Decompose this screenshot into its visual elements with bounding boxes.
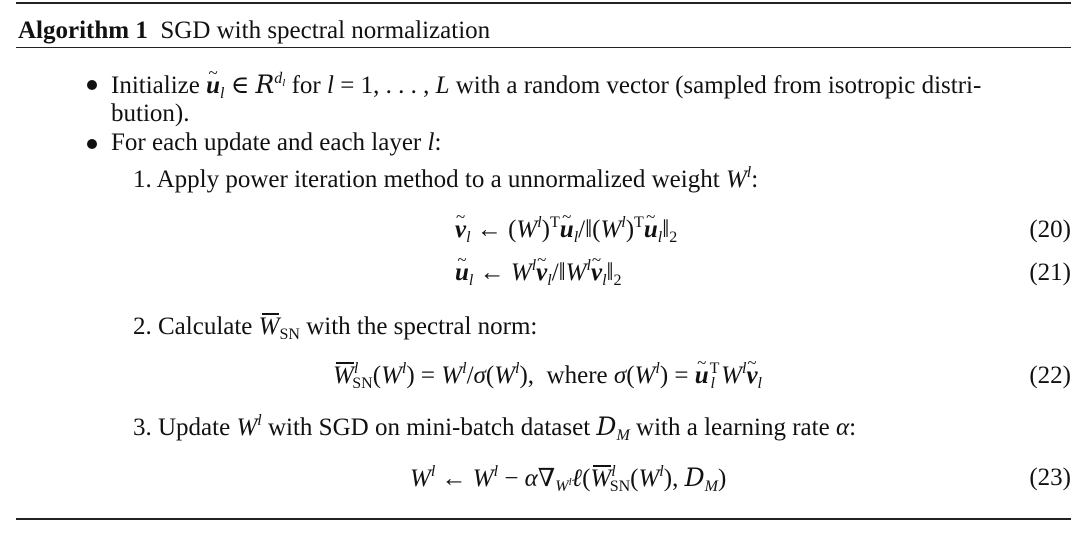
equation-number-23: (23): [1029, 464, 1071, 491]
algorithm-title: SGD with spectral normalization: [160, 17, 491, 44]
step-2: 2. Calculate WSN with the spectral norm:: [133, 313, 538, 343]
step-3-number: 3.: [133, 414, 152, 441]
step-3-text-a: Update: [158, 414, 231, 441]
equation-22: WlSN(Wl) = Wl/σ(Wl), where σ(Wl) = uTl W…: [333, 361, 762, 392]
for-word: for: [291, 72, 321, 99]
step-2-text-a: Calculate: [158, 313, 253, 340]
equation-number-21: (21): [1029, 259, 1071, 286]
equation-number-20: (20): [1029, 216, 1071, 243]
for-each-text: For each update and each layer: [111, 129, 422, 156]
bullet-for-each: For each update and each layer l:: [111, 129, 442, 156]
equation-21: ul ← Wlvl/‖Wlvl‖2: [455, 258, 622, 289]
initialize-word: Initialize: [111, 72, 200, 99]
bullet-initialize-cont: bution).: [111, 100, 190, 127]
algorithm-header: Algorithm 1 SGD with spectral normalizat…: [18, 16, 490, 46]
step-3-text-c: with a learning rate: [636, 414, 830, 441]
where-word: where: [546, 362, 608, 389]
step-3-text-b: with SGD on mini-batch dataset: [267, 414, 591, 441]
bottom-rule: [16, 518, 1071, 520]
bullet-initialize: Initialize ul ∈ Rdl for l = 1, . . . , L…: [111, 70, 982, 102]
step-1: 1. Apply power iteration method to a unn…: [133, 164, 759, 194]
initialize-rest: with a random vector (sampled from isotr…: [455, 72, 982, 99]
equation-23: Wl ← Wl − α∇Wlℓ(WlSN(Wl), DM): [410, 463, 727, 495]
step-1-number: 1.: [133, 166, 152, 193]
bullet-dot: [87, 139, 97, 149]
equation-number-22: (22): [1029, 362, 1071, 389]
equation-20: vl ← (Wl)Tul/‖(Wl)Tul‖2: [455, 215, 677, 246]
step-1-text: Apply power iteration method to a unnorm…: [156, 166, 720, 193]
header-rule: [16, 47, 1071, 48]
top-rule: [16, 2, 1071, 4]
bullet-dot: [87, 80, 97, 90]
algorithm-label: Algorithm 1: [18, 17, 148, 44]
step-2-text-b: with the spectral norm:: [306, 313, 538, 340]
step-2-number: 2.: [133, 313, 152, 340]
step-3: 3. Update Wl with SGD on mini-batch data…: [133, 412, 857, 444]
